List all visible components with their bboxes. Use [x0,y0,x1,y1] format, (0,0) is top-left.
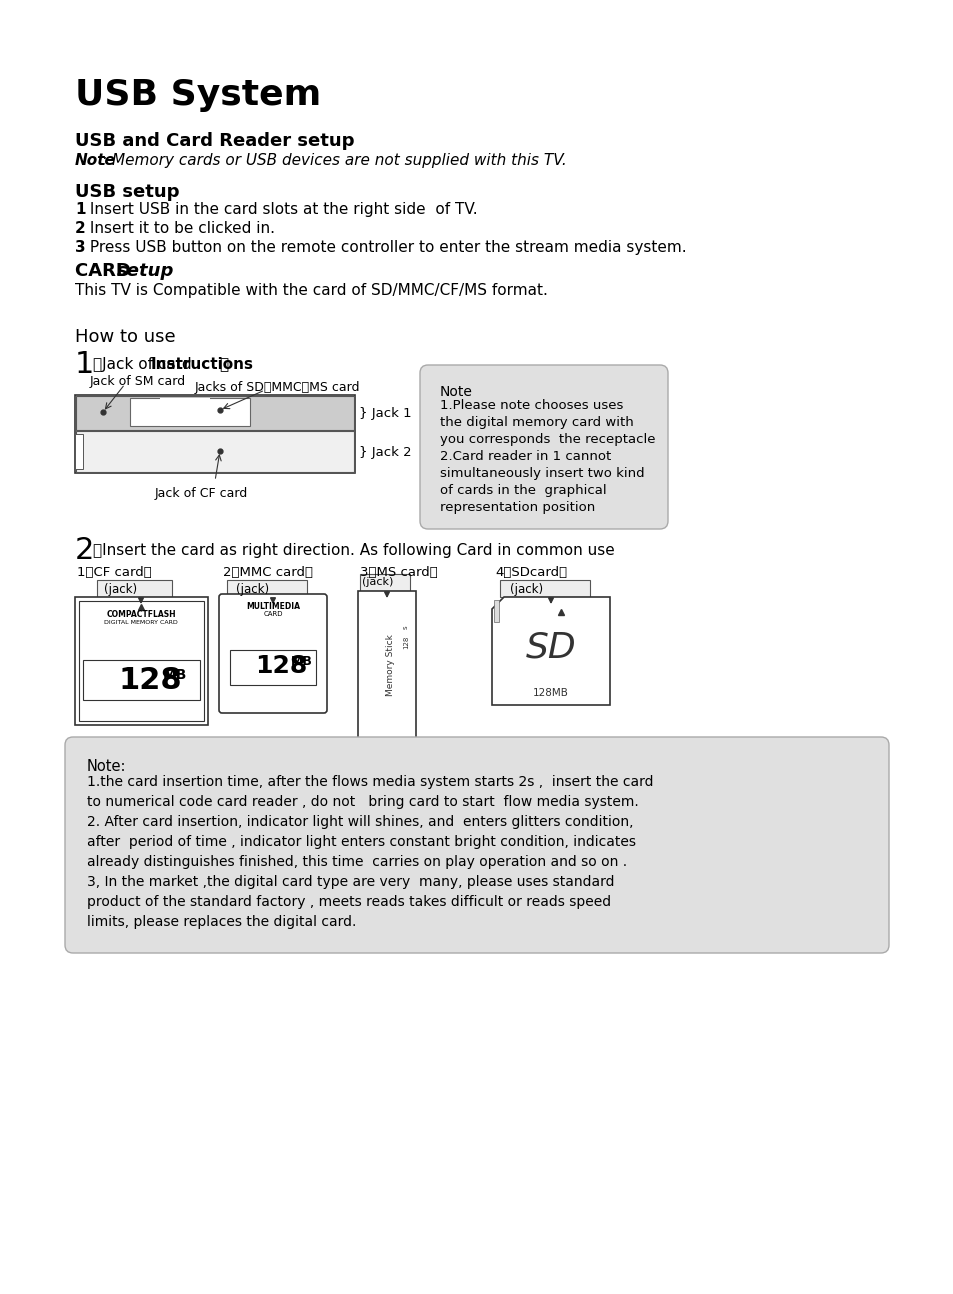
Bar [75,395,355,474]
Text: 2: 2 [75,536,94,565]
Bar [76,396,354,430]
Text: CARD: CARD [263,611,282,617]
Text: Press USB button on the remote controller to enter the stream media system.: Press USB button on the remote controlle… [85,239,686,255]
Bar [75,433,83,468]
Text: 、Insert the card as right direction. As following Card in common use: 、Insert the card as right direction. As … [92,543,614,558]
Text: Note: Note [75,153,115,168]
Text: MB: MB [163,668,187,682]
Text: (jack): (jack) [235,584,269,597]
Text: you corresponds  the receptacle: you corresponds the receptacle [439,433,655,446]
Text: representation position: representation position [439,501,595,514]
Text: Note: Note [439,386,473,399]
Text: MULTIMEDIA: MULTIMEDIA [246,602,299,611]
Text: 3: 3 [75,239,86,255]
Text: (jack): (jack) [361,577,393,587]
Bar [494,600,498,622]
Bar [499,580,589,597]
Text: 2. After card insertion, indicator light will shines, and  enters glitters condi: 2. After card insertion, indicator light… [87,815,633,829]
Text: Note:: Note: [87,760,127,774]
Text: CARD: CARD [75,261,137,280]
Text: Memory Stick: Memory Stick [386,634,395,696]
Text: already distinguishes finished, this time  carries on play operation and so on .: already distinguishes finished, this tim… [87,855,626,870]
Text: 128: 128 [402,635,409,648]
Text: 128MB: 128MB [533,688,568,697]
Bar [359,575,410,591]
Text: How to use: How to use [75,327,175,345]
Text: Insert it to be clicked in.: Insert it to be clicked in. [85,221,274,236]
Text: 4）SDcard；: 4）SDcard； [495,565,566,578]
Text: Instructions: Instructions [151,357,253,371]
Text: limits, please replaces the digital card.: limits, please replaces the digital card… [87,915,356,929]
FancyBboxPatch shape [65,738,888,952]
Text: to numerical code card reader , do not   bring card to start  flow media system.: to numerical code card reader , do not b… [87,795,639,809]
Text: 3, In the market ,the digital card type are very  many, please uses standard: 3, In the market ,the digital card type … [87,875,614,889]
Text: } Jack 2: } Jack 2 [358,446,411,459]
Text: USB System: USB System [75,78,321,113]
Bar [76,431,354,472]
Text: 3）MS card；: 3）MS card； [359,565,437,578]
Text: s: s [402,625,409,629]
Bar [230,650,315,685]
FancyBboxPatch shape [419,365,667,529]
Text: 、Jack of card: 、Jack of card [92,357,196,371]
Text: 1: 1 [75,202,86,217]
Text: COMPACTFLASH: COMPACTFLASH [106,609,175,619]
Text: } Jack 1: } Jack 1 [358,408,411,421]
Bar [75,597,208,725]
Text: MB: MB [291,655,313,668]
Polygon shape [492,597,609,705]
Bar [357,591,416,740]
Text: ：: ： [219,357,228,371]
Text: 1.the card insertion time, after the flows media system starts 2s ,  insert the : 1.the card insertion time, after the flo… [87,775,653,789]
Text: 2: 2 [75,221,86,236]
Text: simultaneously insert two kind: simultaneously insert two kind [439,467,644,480]
Text: setup: setup [117,261,174,280]
Text: after  period of time , indicator light enters constant bright condition, indica: after period of time , indicator light e… [87,835,636,849]
Text: 1: 1 [75,349,94,379]
Text: 1）CF card；: 1）CF card； [77,565,152,578]
Bar [97,580,172,597]
Bar [83,660,200,700]
Text: 128: 128 [119,666,182,695]
Text: of cards in the  graphical: of cards in the graphical [439,484,606,497]
Text: DIGITAL MEMORY CARD: DIGITAL MEMORY CARD [104,620,177,625]
Text: This TV is Compatible with the card of SD/MMC/CF/MS format.: This TV is Compatible with the card of S… [75,283,547,298]
Text: Jack of SM card: Jack of SM card [90,375,186,388]
Text: 2）MMC card；: 2）MMC card； [223,565,313,578]
Text: 1.Please note chooses uses: 1.Please note chooses uses [439,399,622,411]
Text: 2.Card reader in 1 cannot: 2.Card reader in 1 cannot [439,450,611,463]
Text: : Memory cards or USB devices are not supplied with this TV.: : Memory cards or USB devices are not su… [102,153,566,168]
Text: SD: SD [525,630,576,664]
Text: 128: 128 [254,653,307,678]
Bar [130,399,250,426]
Text: product of the standard factory , meets reads takes difficult or reads speed: product of the standard factory , meets … [87,895,611,908]
FancyBboxPatch shape [160,399,210,426]
Text: (jack): (jack) [510,584,542,597]
Text: Insert USB in the card slots at the right side  of TV.: Insert USB in the card slots at the righ… [85,202,477,217]
Text: Jack of CF card: Jack of CF card [154,487,248,499]
Bar [227,580,307,597]
Text: (jack): (jack) [104,584,137,597]
Bar [79,600,204,721]
Text: USB and Card Reader setup: USB and Card Reader setup [75,132,355,150]
Text: the digital memory card with: the digital memory card with [439,415,633,430]
FancyBboxPatch shape [219,594,327,713]
Text: USB setup: USB setup [75,182,179,201]
Text: Jacks of SD、MMC、MS card: Jacks of SD、MMC、MS card [194,380,360,393]
